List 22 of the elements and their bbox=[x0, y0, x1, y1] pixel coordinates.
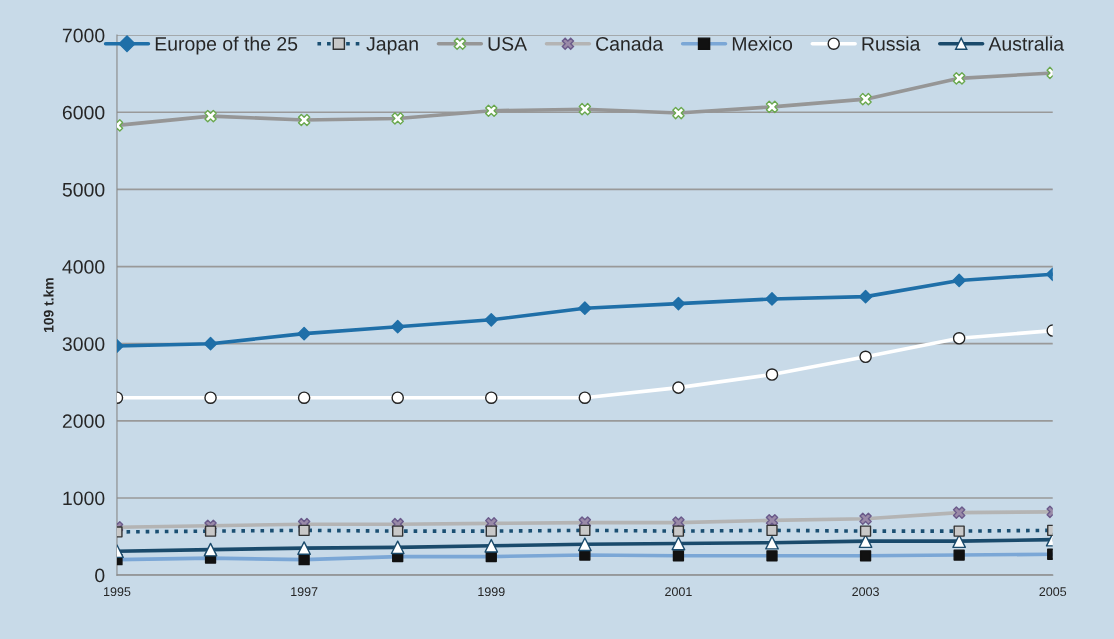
legend-label: Japan bbox=[366, 37, 418, 55]
y-tick-label: 1000 bbox=[63, 491, 105, 506]
x-tick-label: 2005 bbox=[1039, 587, 1067, 597]
x-tick-label: 1999 bbox=[478, 587, 505, 597]
x-tick-label: 2001 bbox=[665, 587, 692, 597]
y-tick-label: 5000 bbox=[62, 182, 105, 197]
x-tick-label: 2003 bbox=[852, 587, 879, 597]
y-tick-label: 6000 bbox=[62, 105, 105, 120]
x-tick-label: 1995 bbox=[104, 587, 131, 597]
y-tick-label: 2000 bbox=[62, 414, 105, 429]
legend-label: Europe of the 25 bbox=[155, 36, 298, 55]
y-tick-label: 0 bbox=[95, 568, 105, 583]
y-tick-label: 3000 bbox=[62, 337, 105, 351]
legend-label: Russia bbox=[862, 36, 921, 51]
y-tick-label: 4000 bbox=[62, 260, 105, 274]
legend-label: Australia bbox=[988, 36, 1065, 51]
legend-label: USA bbox=[488, 36, 528, 51]
y-tick-label: 7000 bbox=[62, 28, 105, 43]
y-axis-title: 109 t.km bbox=[43, 278, 54, 333]
x-tick-label: 1997 bbox=[291, 587, 318, 597]
legend-label: Canada bbox=[596, 36, 664, 51]
legend-label: Mexico bbox=[732, 36, 793, 51]
